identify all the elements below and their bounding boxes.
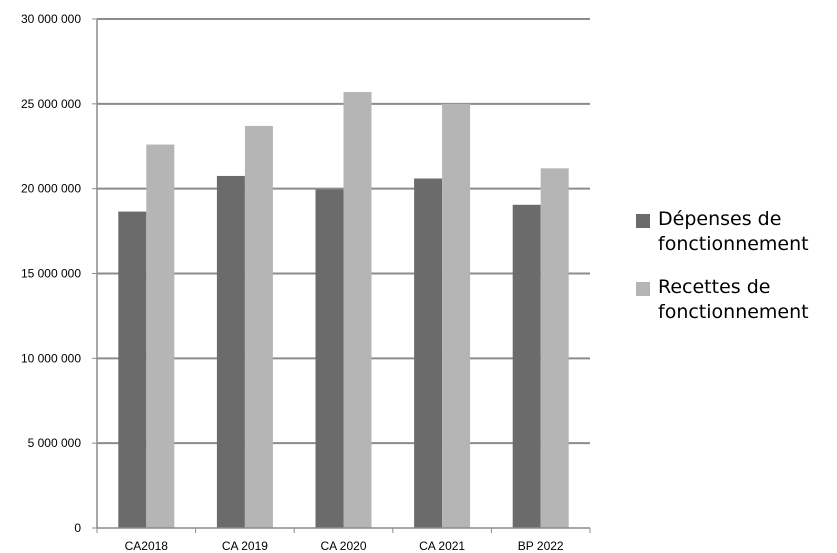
legend-swatch-recettes [636,282,650,296]
y-tick-label: 5 000 000 [28,436,82,450]
bar-recettes [343,91,372,528]
bar-depenses [512,204,541,528]
x-tick-label: CA 2019 [222,539,268,553]
y-tick-label: 15 000 000 [21,267,81,281]
axes [92,18,591,533]
legend: Dépenses de fonctionnement Recettes de f… [636,207,836,343]
bar-recettes [540,168,569,528]
y-tick-label: 30 000 000 [21,12,81,26]
legend-label-recettes: Recettes de fonctionnement [658,276,809,323]
legend-item-depenses: Dépenses de fonctionnement [636,207,836,257]
legend-swatch-depenses [636,214,650,228]
bar-depenses [414,178,443,528]
bar-recettes [146,144,175,528]
y-tick-label: 10 000 000 [21,351,81,365]
y-tick-label: 0 [74,521,81,535]
y-tick-label: 20 000 000 [21,182,81,196]
y-tick-labels: 0 5 000 000 10 000 000 15 000 000 20 000 000… [21,12,81,535]
x-tick-label: CA2018 [125,539,169,553]
y-tick-label: 25 000 000 [21,97,81,111]
x-tick-labels: CA2018 CA 2019 CA 2020 CA 2021 BP 2022 [125,539,564,553]
bar-depenses [118,211,147,529]
x-tick-label: CA 2021 [419,539,465,553]
bar-recettes [442,103,471,528]
bars [118,91,569,529]
legend-item-recettes: Recettes de fonctionnement [636,275,836,325]
legend-label-depenses: Dépenses de fonctionnement [658,208,809,255]
bar-depenses [315,189,344,528]
bar-recettes [244,125,273,528]
x-tick-label: CA 2020 [320,539,366,553]
x-tick-label: BP 2022 [518,539,564,553]
bar-depenses [216,175,245,529]
